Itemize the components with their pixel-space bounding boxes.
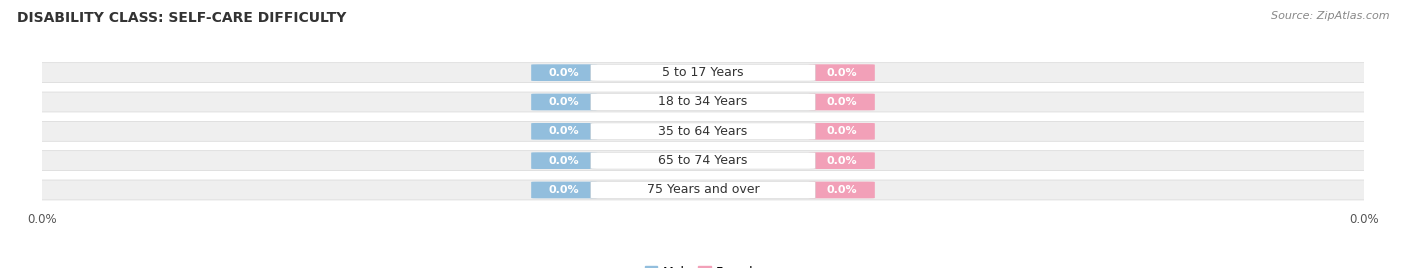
FancyBboxPatch shape (32, 121, 1374, 141)
FancyBboxPatch shape (531, 182, 598, 198)
FancyBboxPatch shape (531, 64, 598, 81)
Text: 0.0%: 0.0% (827, 97, 858, 107)
FancyBboxPatch shape (531, 123, 598, 140)
Text: 0.0%: 0.0% (548, 156, 579, 166)
FancyBboxPatch shape (808, 123, 875, 140)
FancyBboxPatch shape (591, 123, 815, 140)
FancyBboxPatch shape (591, 182, 815, 198)
Text: 0.0%: 0.0% (827, 68, 858, 78)
FancyBboxPatch shape (32, 63, 1374, 83)
FancyBboxPatch shape (32, 151, 1374, 171)
Text: 0.0%: 0.0% (827, 126, 858, 136)
FancyBboxPatch shape (531, 94, 598, 110)
FancyBboxPatch shape (591, 64, 815, 81)
FancyBboxPatch shape (32, 92, 1374, 112)
Text: 0.0%: 0.0% (548, 97, 579, 107)
Text: 35 to 64 Years: 35 to 64 Years (658, 125, 748, 138)
Text: 0.0%: 0.0% (548, 185, 579, 195)
Text: 65 to 74 Years: 65 to 74 Years (658, 154, 748, 167)
Text: 0.0%: 0.0% (827, 156, 858, 166)
FancyBboxPatch shape (32, 180, 1374, 200)
FancyBboxPatch shape (591, 94, 815, 110)
Text: DISABILITY CLASS: SELF-CARE DIFFICULTY: DISABILITY CLASS: SELF-CARE DIFFICULTY (17, 11, 346, 25)
Legend: Male, Female: Male, Female (640, 260, 766, 268)
Text: 75 Years and over: 75 Years and over (647, 184, 759, 196)
Text: 5 to 17 Years: 5 to 17 Years (662, 66, 744, 79)
FancyBboxPatch shape (591, 152, 815, 169)
FancyBboxPatch shape (808, 182, 875, 198)
Text: 0.0%: 0.0% (548, 126, 579, 136)
Text: 0.0%: 0.0% (548, 68, 579, 78)
Text: Source: ZipAtlas.com: Source: ZipAtlas.com (1271, 11, 1389, 21)
FancyBboxPatch shape (808, 64, 875, 81)
Text: 0.0%: 0.0% (827, 185, 858, 195)
Text: 18 to 34 Years: 18 to 34 Years (658, 95, 748, 109)
FancyBboxPatch shape (531, 152, 598, 169)
FancyBboxPatch shape (808, 152, 875, 169)
FancyBboxPatch shape (808, 94, 875, 110)
